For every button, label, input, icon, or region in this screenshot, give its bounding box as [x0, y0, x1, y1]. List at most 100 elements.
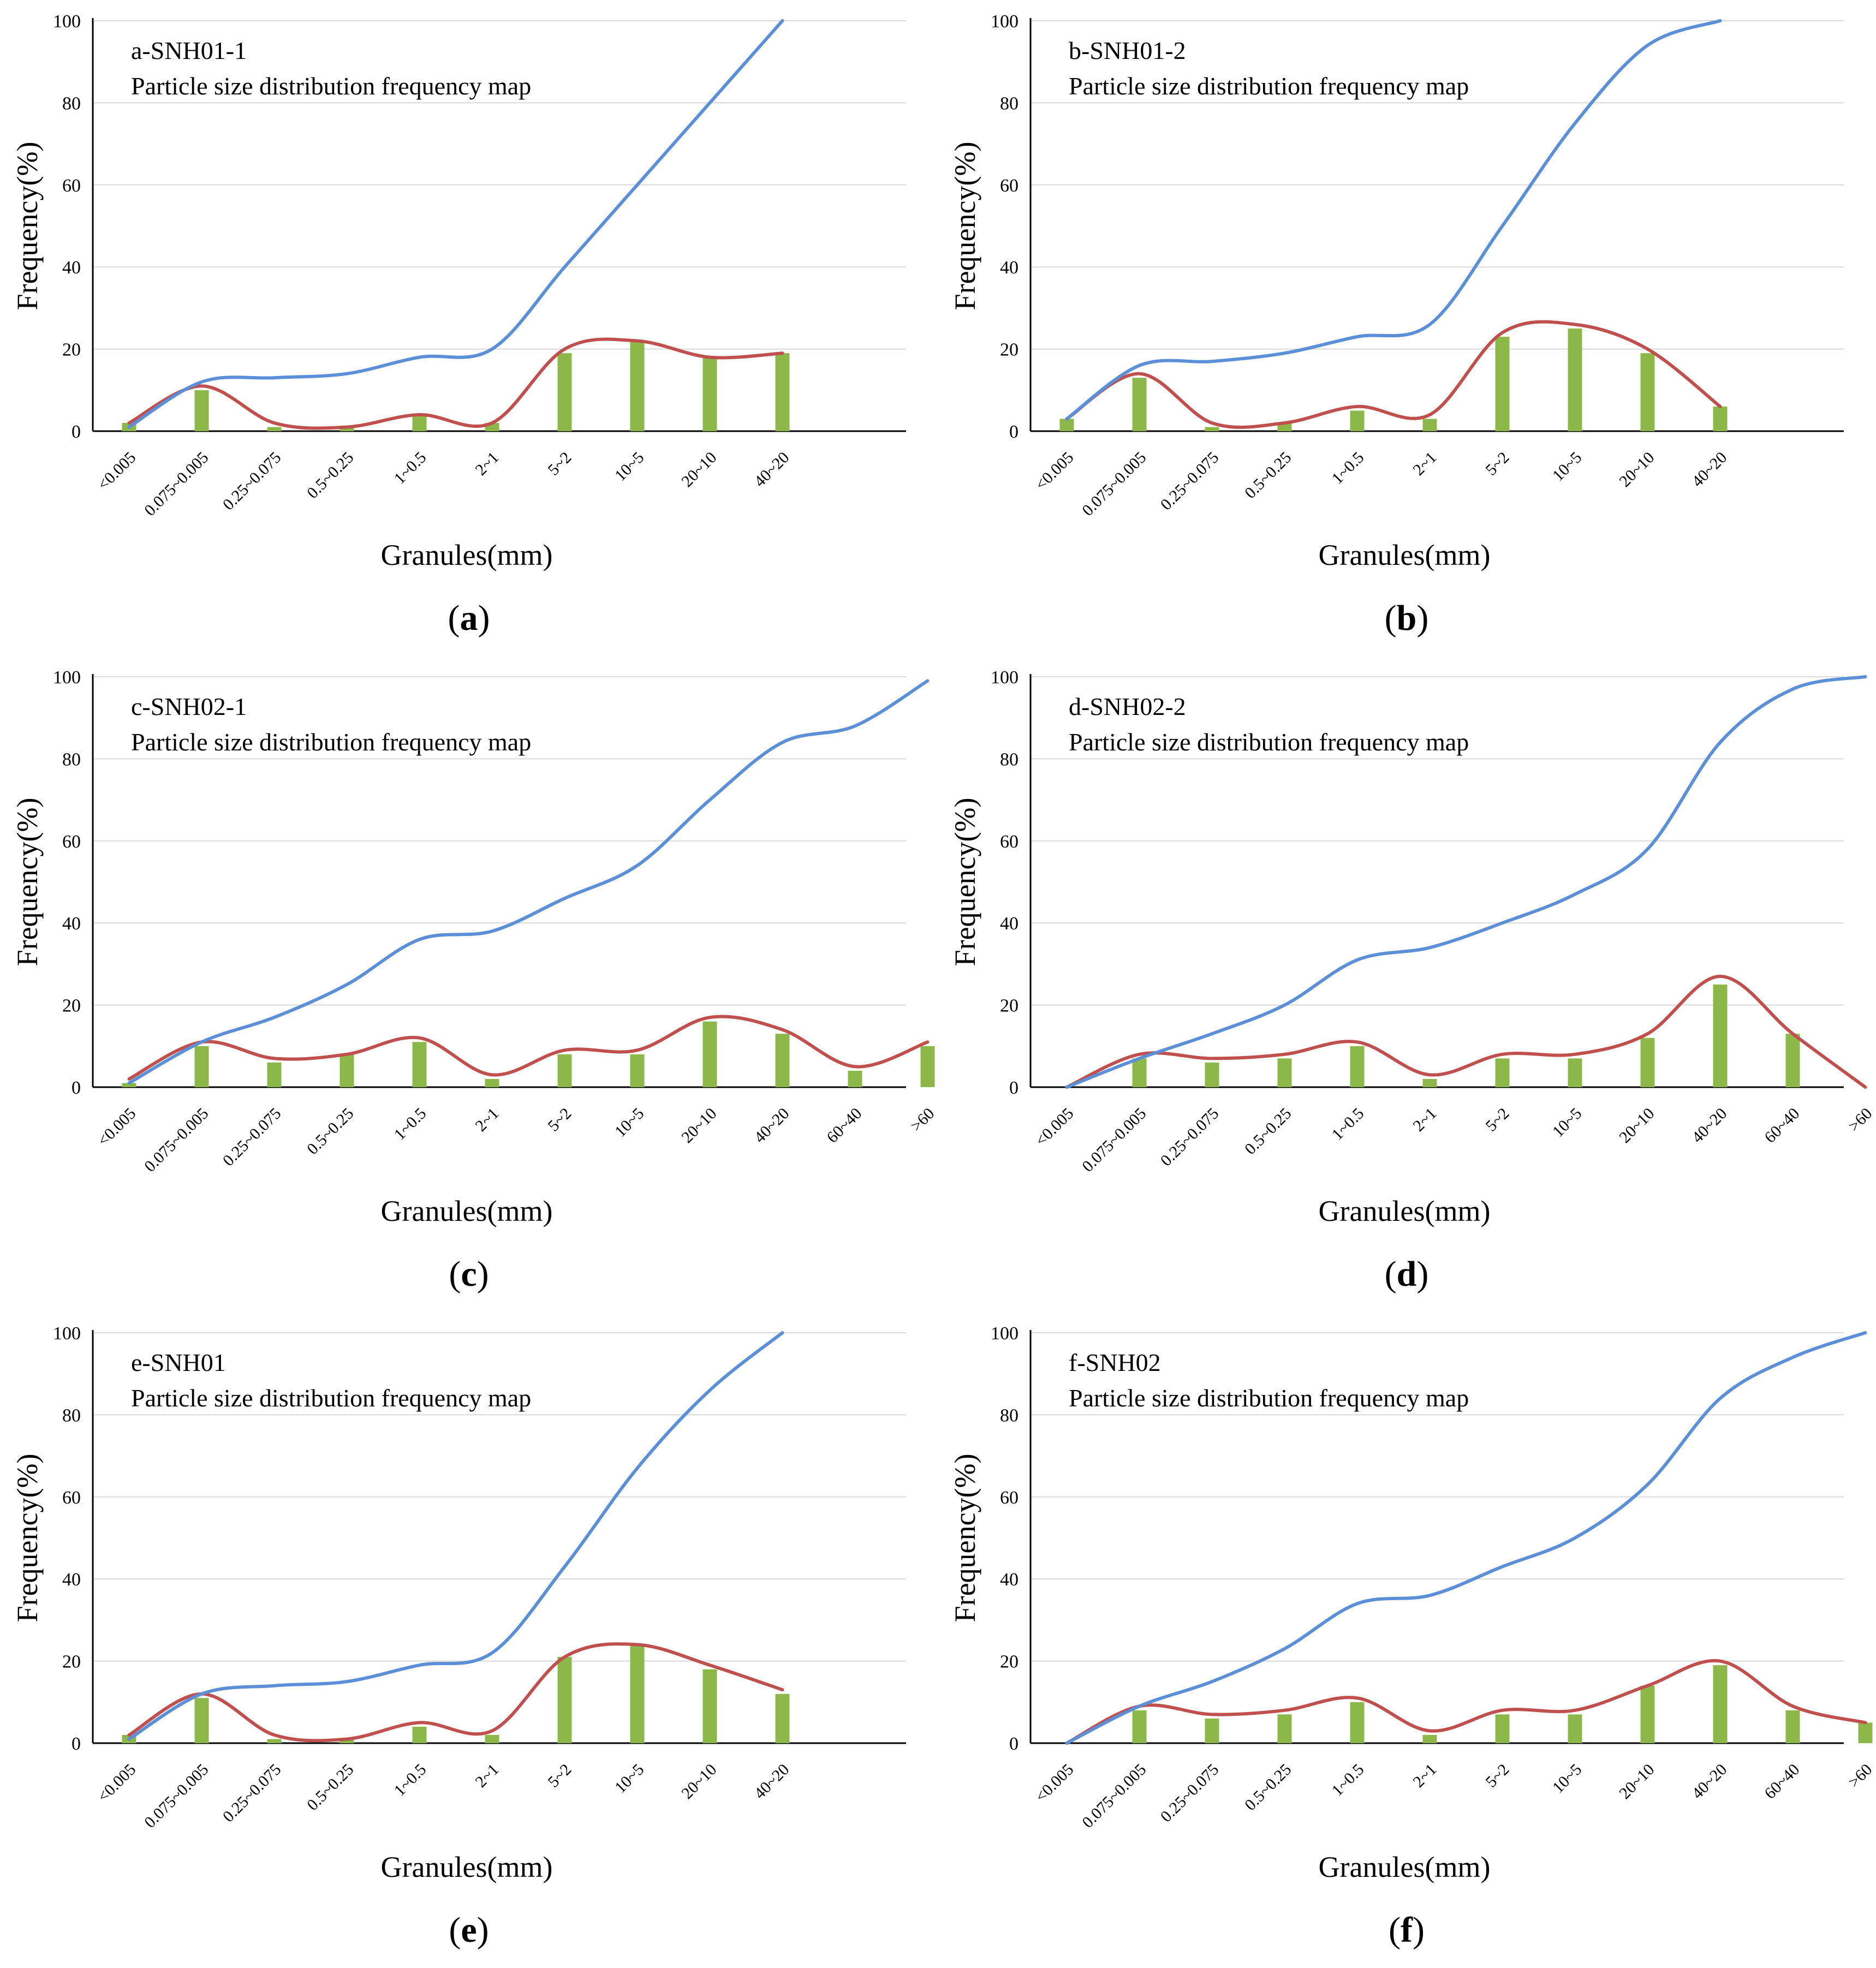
bar-1~0.5 — [412, 1726, 427, 1743]
bar-5~2 — [1495, 1714, 1510, 1743]
bar-2~1 — [485, 1078, 499, 1087]
x-tick-label: 1~0.5 — [1329, 449, 1368, 488]
bar-40~20 — [775, 353, 790, 431]
chart-subtitle: Particle size distribution frequency map — [1069, 72, 1469, 100]
bar-10~5 — [1568, 329, 1582, 431]
bar-0.25~0.075 — [267, 1739, 282, 1743]
bar-10~5 — [1568, 1714, 1582, 1743]
bar-5~2 — [557, 1054, 572, 1087]
x-tick-label: 5~2 — [1482, 1761, 1512, 1791]
bar-60~40 — [1785, 1034, 1800, 1087]
chart-title: d-SNH02-2 — [1069, 693, 1186, 720]
chart-title: f-SNH02 — [1069, 1349, 1161, 1376]
y-tick-label: 100 — [53, 1323, 81, 1344]
x-tick-label: 0.075~0.005 — [141, 1761, 212, 1832]
x-tick-label: 5~2 — [1482, 449, 1512, 479]
y-tick-label: 80 — [62, 93, 81, 114]
bar-0.5~0.25 — [340, 1739, 354, 1743]
y-tick-label: 20 — [62, 340, 81, 360]
bar-0.075~0.005 — [194, 1698, 209, 1743]
x-tick-label: 40~20 — [1688, 1105, 1730, 1147]
x-tick-label: 1~0.5 — [1329, 1761, 1368, 1800]
y-tick-label: 0 — [1009, 1734, 1019, 1754]
bar-0.25~0.075 — [1205, 427, 1219, 431]
bar-20~10 — [1640, 1685, 1655, 1743]
chart-panel-e: 0 20 40 60 80 100 <0.005 0.075~0.005 0.25~0.075 0… — [0, 1312, 938, 1968]
y-tick-label: 100 — [991, 11, 1019, 32]
y-tick-label: 80 — [1000, 1405, 1019, 1426]
x-tick-label: 0.25~0.075 — [219, 1761, 285, 1826]
y-tick-label: 0 — [1009, 422, 1019, 442]
y-tick-label: 100 — [991, 667, 1019, 688]
x-axis-title: Granules(mm) — [381, 1195, 553, 1227]
series-line-cumulative — [1065, 1331, 1867, 1745]
x-tick-label: 5~2 — [544, 1761, 575, 1791]
x-axis-title: Granules(mm) — [1319, 1851, 1491, 1883]
x-tick-label: 20~10 — [1616, 449, 1658, 491]
chart-title: c-SNH02-1 — [131, 693, 247, 720]
bar-40~20 — [1713, 406, 1728, 431]
bar-0.25~0.075 — [1205, 1718, 1219, 1743]
x-tick-label: 60~40 — [1761, 1761, 1803, 1803]
y-tick-label: 0 — [72, 1078, 81, 1098]
x-tick-label: 2~1 — [472, 1761, 502, 1791]
x-tick-label: 0.5~0.25 — [1241, 1761, 1295, 1814]
x-tick-label: 2~1 — [472, 449, 502, 479]
y-tick-label: 40 — [62, 914, 81, 934]
x-tick-label: 0.075~0.005 — [141, 1105, 212, 1176]
y-axis-title: Frequency(%) — [11, 1454, 44, 1623]
x-tick-label: 0.25~0.075 — [1157, 1761, 1223, 1826]
bar-20~10 — [702, 357, 717, 431]
y-tick-label: 60 — [1000, 176, 1019, 196]
chart-c: 0 20 40 60 80 100 <0.005 0.075~0.005 0.25~0.075 0… — [11, 667, 938, 1227]
y-tick-label: 20 — [62, 1652, 81, 1672]
bar-0.5~0.25 — [340, 1054, 354, 1087]
x-tick-label: <0.005 — [94, 449, 139, 494]
chart-d: 0 20 40 60 80 100 <0.005 0.075~0.005 0.25~0.075 0… — [949, 667, 1875, 1227]
chart-title: e-SNH01 — [131, 1349, 226, 1376]
series-line-frequency-curve — [127, 1015, 930, 1081]
x-tick-label: 2~1 — [1409, 449, 1440, 479]
bar-0.075~0.005 — [1132, 1710, 1147, 1743]
series-line-cumulative — [127, 19, 784, 429]
y-axis-title: Frequency(%) — [949, 1454, 981, 1623]
x-axis-title: Granules(mm) — [381, 539, 553, 571]
x-tick-label: 5~2 — [544, 449, 575, 479]
x-tick-label: >60 — [907, 1105, 938, 1136]
x-axis-title: Granules(mm) — [381, 1851, 553, 1883]
x-tick-label: <0.005 — [94, 1761, 139, 1806]
y-axis-title: Frequency(%) — [11, 798, 44, 967]
bar-0.25~0.075 — [267, 1062, 282, 1087]
bar-0.25~0.075 — [267, 427, 282, 431]
x-tick-label: 40~20 — [1688, 449, 1730, 491]
y-tick-label: 0 — [1009, 1078, 1019, 1098]
x-tick-label: 0.075~0.005 — [141, 449, 212, 520]
chart-panel-a: 0 20 40 60 80 100 <0.005 0.075~0.005 0.25~0.075 0… — [0, 0, 938, 656]
bar-10~5 — [1568, 1058, 1582, 1087]
x-tick-label: 60~40 — [1761, 1105, 1803, 1147]
bar-5~2 — [557, 353, 572, 431]
chart-a: 0 20 40 60 80 100 <0.005 0.075~0.005 0.25~0.075 0… — [11, 11, 906, 571]
chart-e: 0 20 40 60 80 100 <0.005 0.075~0.005 0.25~0.075 0… — [11, 1323, 906, 1883]
panel-label-c: (c) — [449, 1254, 489, 1294]
x-tick-label: 0.25~0.075 — [219, 449, 285, 514]
x-tick-label: 0.075~0.005 — [1079, 449, 1150, 520]
chart-f: 0 20 40 60 80 100 <0.005 0.075~0.005 0.25~0.075 0… — [949, 1323, 1875, 1883]
x-tick-label: 0.25~0.075 — [1157, 1105, 1223, 1170]
bar-0.075~0.005 — [194, 390, 209, 431]
x-axis-title: Granules(mm) — [1319, 1195, 1491, 1227]
bar-20~10 — [1640, 353, 1655, 431]
bar->60 — [1858, 1722, 1873, 1743]
x-tick-label: 1~0.5 — [391, 1761, 430, 1800]
bar-10~5 — [630, 341, 645, 431]
y-tick-label: 100 — [53, 11, 81, 32]
bar-40~20 — [1713, 1665, 1728, 1743]
y-tick-label: 20 — [1000, 1652, 1019, 1672]
bar-5~2 — [1495, 1058, 1510, 1087]
bar-40~20 — [1713, 985, 1728, 1087]
series-line-frequency-curve — [127, 337, 784, 430]
series-line-frequency-curve — [127, 1642, 784, 1743]
x-tick-label: 10~5 — [611, 1761, 648, 1797]
x-tick-label: 0.5~0.25 — [1241, 1105, 1295, 1158]
panel-label-a: (a) — [448, 598, 490, 638]
